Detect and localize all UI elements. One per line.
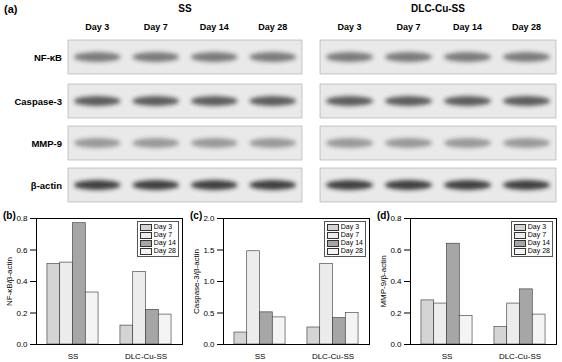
html-text:Day 14: Day 14 [153, 239, 176, 246]
svg-text:DLC-Cu-SS: DLC-Cu-SS [125, 352, 167, 361]
svg-text:Caspase-3/β-actin: Caspase-3/β-actin [192, 249, 201, 314]
html-text:Day 14: Day 14 [527, 239, 550, 246]
svg-text:Day 7: Day 7 [144, 22, 168, 32]
html-text:Day 14: Day 14 [340, 239, 363, 246]
svg-text:β-actin: β-actin [31, 180, 62, 191]
svg-text:0.8: 0.8 [390, 214, 402, 223]
svg-text:Day 28: Day 28 [512, 22, 541, 32]
svg-text:DLC-Cu-SS: DLC-Cu-SS [499, 352, 541, 361]
svg-text:0.5: 0.5 [203, 309, 215, 318]
svg-text:DLC-Cu-SS: DLC-Cu-SS [411, 3, 465, 14]
svg-text:Day 7: Day 7 [396, 22, 420, 32]
svg-text:MMP-9/β-actin: MMP-9/β-actin [379, 255, 388, 307]
svg-text:Caspase-3: Caspase-3 [14, 96, 62, 107]
svg-text:NF-κB/β-actin: NF-κB/β-actin [5, 257, 14, 306]
svg-text:0.2: 0.2 [390, 309, 402, 318]
svg-text:0.0: 0.0 [203, 340, 215, 349]
html-text:(c): (c) [190, 210, 203, 221]
html-text:Day 28: Day 28 [527, 247, 550, 254]
svg-text:0.6: 0.6 [16, 246, 28, 255]
svg-text:MMP-9: MMP-9 [31, 138, 62, 149]
svg-text:Day 3: Day 3 [337, 22, 361, 32]
svg-text:1.0: 1.0 [203, 277, 215, 286]
svg-text:SS: SS [178, 3, 192, 14]
svg-text:Day 28: Day 28 [258, 22, 287, 32]
html-text:(d): (d) [377, 210, 390, 221]
html-text:Day 3: Day 3 [340, 223, 360, 230]
svg-text:0.0: 0.0 [16, 340, 28, 349]
html-text:Day 3: Day 3 [153, 223, 173, 230]
html-text:Day 3: Day 3 [527, 223, 547, 230]
html-text:Day 7: Day 7 [340, 231, 360, 238]
svg-text:0.0: 0.0 [390, 340, 402, 349]
html-text:Day 7: Day 7 [153, 231, 173, 238]
svg-text:0.2: 0.2 [16, 309, 28, 318]
svg-text:0.4: 0.4 [16, 277, 28, 286]
html-text:Day 7: Day 7 [527, 231, 547, 238]
svg-text:0.4: 0.4 [390, 277, 402, 286]
svg-text:1.5: 1.5 [203, 246, 215, 255]
svg-text:2.0: 2.0 [203, 214, 215, 223]
svg-text:0.6: 0.6 [390, 246, 402, 255]
html-text:Day 28: Day 28 [153, 247, 176, 254]
svg-text:Day 14: Day 14 [200, 22, 229, 32]
svg-text:DLC-Cu-SS: DLC-Cu-SS [312, 352, 354, 361]
svg-text:NF-κB: NF-κB [34, 52, 62, 63]
svg-text:0.8: 0.8 [16, 214, 28, 223]
svg-text:SS: SS [442, 352, 453, 361]
svg-text:(a): (a) [4, 3, 18, 15]
svg-text:SS: SS [255, 352, 266, 361]
svg-text:Day 3: Day 3 [85, 22, 109, 32]
svg-text:SS: SS [68, 352, 79, 361]
svg-text:Day 14: Day 14 [453, 22, 482, 32]
html-text:(b): (b) [3, 210, 16, 221]
html-text:Day 28: Day 28 [340, 247, 363, 254]
